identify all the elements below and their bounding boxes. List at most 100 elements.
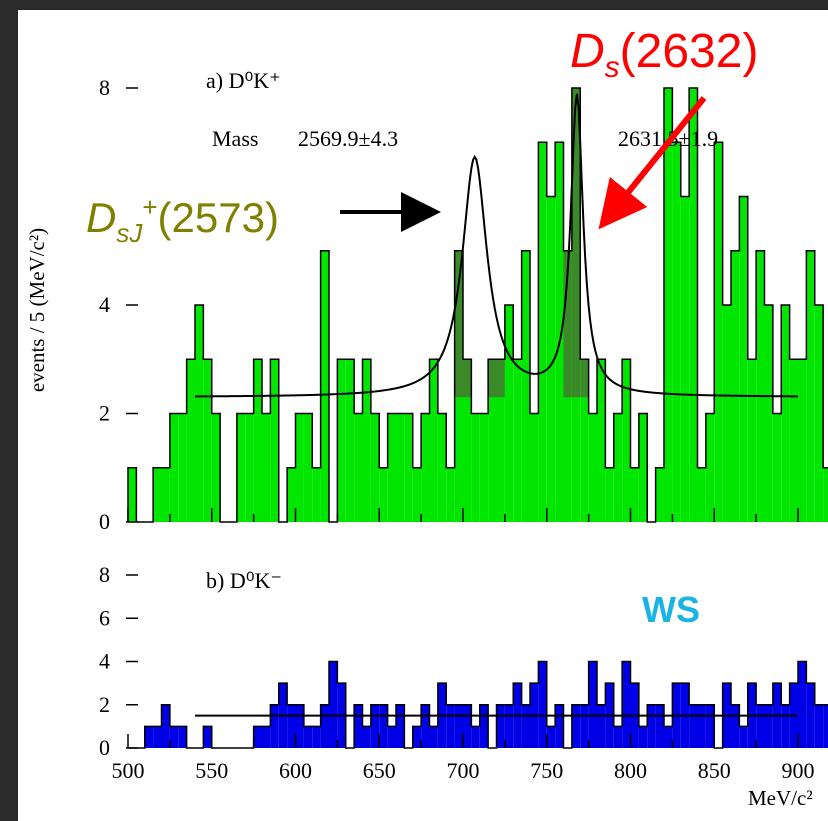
histogram-bar [647, 704, 656, 748]
histogram-bar [195, 305, 204, 522]
histogram-bar [747, 359, 757, 522]
histogram-bar [697, 704, 706, 748]
histogram-bar [655, 467, 664, 522]
histogram-bar [764, 704, 773, 748]
histogram-bar [806, 683, 815, 748]
histogram-bar [689, 704, 698, 748]
histogram-bar [429, 726, 438, 748]
histogram-bar [303, 413, 313, 522]
histogram-bar [538, 142, 547, 522]
histogram-bar [362, 359, 371, 522]
histogram-bar [714, 142, 723, 522]
histogram-bar [437, 413, 447, 522]
x-tick-label: 750 [530, 758, 563, 783]
histogram-bar [588, 413, 597, 522]
histogram-bar [504, 305, 514, 522]
histogram-bar [169, 413, 179, 522]
histogram-bar [463, 359, 472, 522]
peak-signal-bar [563, 250, 572, 398]
histogram-bar [580, 359, 589, 522]
histogram-bar [672, 142, 681, 522]
mass-value-1: 2569.9±4.3 [298, 126, 398, 151]
histogram-bar [538, 661, 547, 748]
histogram-bar [153, 467, 162, 522]
histogram-bar [471, 413, 480, 522]
histogram-bar [396, 413, 405, 522]
histogram-bar [370, 704, 380, 748]
histogram-bar [731, 250, 740, 522]
histogram-bar [664, 88, 673, 522]
histogram-bar [555, 704, 564, 748]
histogram-bar [772, 413, 782, 522]
histogram-bar [404, 413, 413, 522]
histogram-bar [412, 467, 422, 522]
peak-signal-bar [454, 250, 463, 398]
histogram-bar [253, 726, 262, 748]
histogram-bar [521, 704, 530, 748]
histogram-bar [823, 467, 828, 522]
histogram-bar [756, 250, 765, 522]
peak-signal-bar [580, 359, 589, 398]
histogram-bar [731, 704, 740, 748]
histogram-bar [463, 704, 472, 748]
histogram-bar [622, 661, 631, 748]
histogram-bar [253, 359, 262, 522]
histogram-bar [362, 726, 371, 748]
figure: 0 2 4 8 0 2 4 6 8 500 550 600 650 700 750 800 850 900 ev… [18, 10, 828, 821]
histogram-bar [379, 704, 388, 748]
histogram-bar [680, 196, 690, 522]
histogram-bar [387, 726, 396, 748]
panel-a: 0 2 4 8 [99, 75, 828, 534]
x-tick-label: 600 [279, 758, 312, 783]
fit-curve [194, 93, 799, 398]
histogram-bar [580, 704, 589, 748]
histogram-bar [555, 142, 564, 522]
y-tick-label: 8 [99, 562, 110, 587]
histogram-bar [571, 704, 581, 748]
histogram-bar [504, 704, 514, 748]
histogram-bar [496, 704, 505, 748]
histogram-bar [236, 413, 246, 522]
x-tick-label: 800 [614, 758, 647, 783]
peak-signal-bar [463, 359, 472, 398]
histogram-bar [798, 661, 807, 748]
histogram-bar [798, 359, 807, 522]
histogram-bar [479, 704, 489, 748]
histogram-bar [345, 359, 355, 522]
y-tick-label: 0 [99, 509, 110, 534]
y-tick-label: 2 [99, 692, 110, 717]
histogram-bar [312, 467, 321, 522]
y-tick-label: 2 [99, 401, 110, 426]
histogram-bar [295, 413, 304, 522]
panel-b-title: b) D⁰K⁻ [206, 568, 282, 593]
histogram-bar [429, 359, 438, 522]
histogram-bar [337, 359, 346, 522]
y-tick-label: 0 [99, 735, 110, 760]
histogram-bar [789, 359, 798, 522]
histogram-bar [421, 413, 430, 522]
x-tick-label: 550 [195, 758, 228, 783]
histogram-bar [161, 704, 170, 748]
x-tick-label: 500 [112, 758, 145, 783]
histogram-bar [178, 726, 187, 748]
ds2632-label: Ds(2632) [570, 25, 758, 84]
histogram-bar [161, 467, 170, 522]
histogram-bar [705, 413, 715, 522]
histogram-bar [203, 359, 212, 522]
histogram-bar [454, 704, 463, 748]
histogram-bar [144, 726, 154, 748]
x-tick-label: 650 [363, 758, 396, 783]
histogram-bar [169, 726, 179, 748]
histogram-bar [781, 305, 790, 522]
histogram-bar [613, 726, 623, 748]
peak-signal-bar [496, 359, 505, 398]
histogram-bar [412, 726, 422, 748]
histogram-bar [203, 726, 212, 748]
histogram-bar [814, 704, 824, 748]
histogram-bar [128, 467, 137, 522]
histogram-bar [546, 726, 556, 748]
histogram-bar [622, 359, 631, 522]
histogram-bar [638, 413, 648, 522]
histogram-bar [211, 413, 221, 522]
histogram-bar [320, 250, 329, 522]
